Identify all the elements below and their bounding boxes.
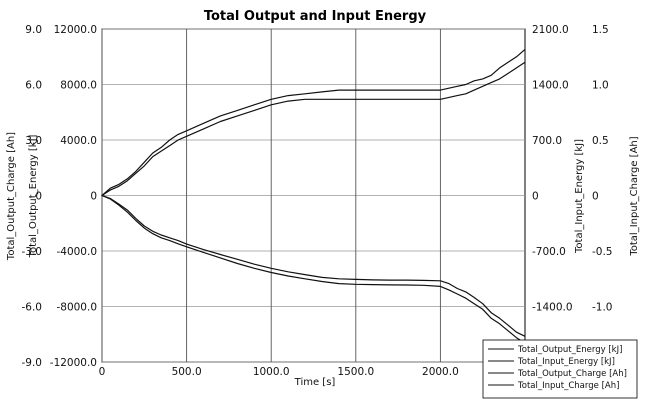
- tick-output-energy: 4000.0: [60, 135, 97, 147]
- tick-output-charge: -6.0: [22, 302, 43, 314]
- tick-input-energy: -1400.0: [532, 302, 573, 314]
- legend-box: [482, 339, 638, 399]
- tick-x: 1000.0: [253, 366, 290, 378]
- tick-output-charge: 0: [35, 191, 42, 203]
- tick-input-energy: 700.0: [532, 135, 562, 147]
- tick-output-energy: -4000.0: [56, 246, 97, 258]
- legend-label-input-energy: Total_Input_Energy [kJ]: [517, 357, 615, 367]
- left-axis-label-output-charge: Total_Output_Charge [Ah]: [6, 132, 17, 261]
- tick-input-energy: 0: [532, 191, 539, 203]
- tick-output-charge: 9.0: [25, 24, 42, 36]
- tick-input-charge: -0.5: [592, 246, 613, 258]
- tick-output-energy: -12000.0: [50, 357, 97, 369]
- tick-output-charge: 3.0: [25, 135, 42, 147]
- legend-label-output-energy: Total_Output_Energy [kJ]: [517, 345, 622, 355]
- tick-input-energy: 1400.0: [532, 80, 569, 92]
- tick-x: 500.0: [172, 366, 202, 378]
- tick-x: 1500.0: [337, 366, 374, 378]
- series-total-input-energy: [101, 194, 526, 344]
- tick-output-charge: 6.0: [25, 80, 42, 92]
- left-axis-label-output-energy: Total_Output_Energy [kJ]: [28, 134, 39, 258]
- tick-output-energy: 12000.0: [54, 24, 97, 36]
- tick-output-energy: 8000.0: [60, 80, 97, 92]
- series-total-output-energy: [101, 194, 526, 337]
- x-axis-label: Time [s]: [294, 377, 336, 388]
- series-group: [101, 48, 526, 344]
- tick-input-charge: 0.5: [592, 135, 609, 147]
- tick-x: 0: [99, 366, 106, 378]
- legend-label-output-charge: Total_Output_Charge [Ah]: [517, 369, 627, 379]
- tick-input-energy: 2100.0: [532, 24, 569, 36]
- tick-input-charge: 1.5: [592, 24, 609, 36]
- tick-input-charge: 0: [592, 191, 599, 203]
- tick-input-charge: 1.0: [592, 80, 609, 92]
- series-total-input-charge: [101, 61, 526, 197]
- tick-output-energy: -8000.0: [56, 302, 97, 314]
- x-axis-ticks: 0 500.0 1000.0 1500.0 2000.0: [99, 366, 459, 378]
- grid: [101, 28, 525, 363]
- tick-output-energy: 0: [90, 191, 97, 203]
- series-total-output-charge: [101, 48, 526, 197]
- legend-label-input-charge: Total_Input_Charge [Ah]: [517, 381, 619, 391]
- chart-title: Total Output and Input Energy: [204, 9, 427, 24]
- legend: Total_Output_Energy [kJ] Total_Input_Ene…: [482, 339, 638, 399]
- tick-output-charge: -3.0: [22, 246, 43, 258]
- tick-input-energy: -700.0: [532, 246, 566, 258]
- tick-x: 2000.0: [422, 366, 459, 378]
- right-axis-label-input-energy: Total_Input_Energy [kJ]: [574, 139, 585, 254]
- tick-input-charge: -1.0: [592, 302, 613, 314]
- right-axis-ticks: 2100.01400.0700.00-700.0-1400.0-2100.01.…: [532, 24, 613, 369]
- left-axis-ticks: 9.0 6.0 3.0 0 -3.0 -6.0 -9.0 12000.0 8000.0 4000.…: [22, 24, 98, 369]
- right-axis-label-input-charge: Total_Input_Charge [Ah]: [629, 136, 640, 256]
- tick-output-charge: -9.0: [22, 357, 43, 369]
